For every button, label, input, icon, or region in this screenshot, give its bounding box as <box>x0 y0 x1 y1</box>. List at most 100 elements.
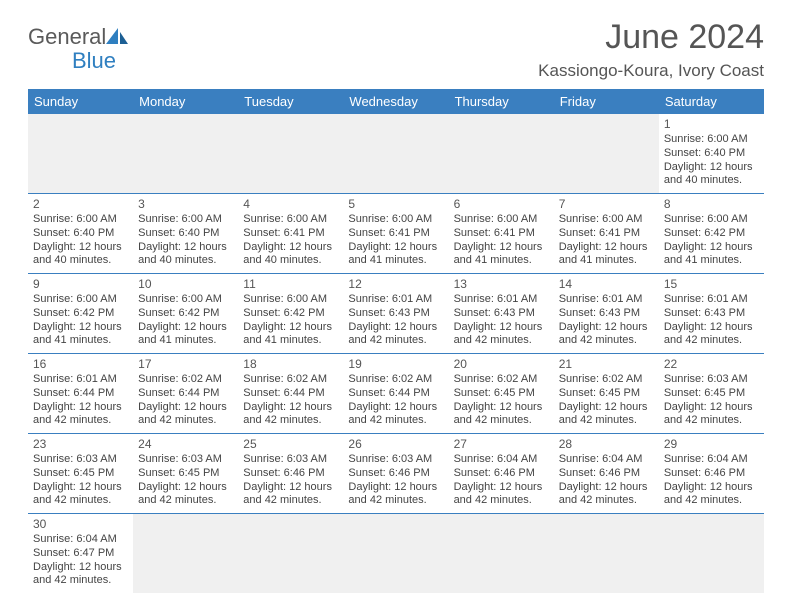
day-cell: 14Sunrise: 6:01 AMSunset: 6:43 PMDayligh… <box>554 274 659 353</box>
day-header: Tuesday <box>238 89 343 114</box>
empty-cell <box>554 114 659 193</box>
day1-text: Daylight: 12 hours <box>138 321 233 335</box>
sunset-text: Sunset: 6:43 PM <box>454 307 549 321</box>
day1-text: Daylight: 12 hours <box>664 161 759 175</box>
day1-text: Daylight: 12 hours <box>664 321 759 335</box>
day-number: 13 <box>454 277 549 292</box>
day2-text: and 42 minutes. <box>138 494 233 508</box>
day-cell: 30Sunrise: 6:04 AMSunset: 6:47 PMDayligh… <box>28 514 133 593</box>
day-header: Saturday <box>659 89 764 114</box>
day-number: 18 <box>243 357 338 372</box>
sunrise-text: Sunrise: 6:03 AM <box>33 453 128 467</box>
day-number: 7 <box>559 197 654 212</box>
day2-text: and 40 minutes. <box>138 254 233 268</box>
day2-text: and 40 minutes. <box>243 254 338 268</box>
day-cell: 28Sunrise: 6:04 AMSunset: 6:46 PMDayligh… <box>554 434 659 513</box>
empty-cell <box>238 114 343 193</box>
sunrise-text: Sunrise: 6:02 AM <box>348 373 443 387</box>
sunset-text: Sunset: 6:45 PM <box>33 467 128 481</box>
calendar-page: General June 2024 Kassiongo-Koura, Ivory… <box>0 0 792 611</box>
sunset-text: Sunset: 6:43 PM <box>559 307 654 321</box>
day-number: 30 <box>33 517 128 532</box>
sunset-text: Sunset: 6:45 PM <box>138 467 233 481</box>
day-cell: 7Sunrise: 6:00 AMSunset: 6:41 PMDaylight… <box>554 194 659 273</box>
title-block: June 2024 Kassiongo-Koura, Ivory Coast <box>538 18 764 81</box>
day-number: 8 <box>664 197 759 212</box>
sunrise-text: Sunrise: 6:01 AM <box>664 293 759 307</box>
day2-text: and 41 minutes. <box>664 254 759 268</box>
sunset-text: Sunset: 6:46 PM <box>454 467 549 481</box>
day-number: 17 <box>138 357 233 372</box>
day-cell: 20Sunrise: 6:02 AMSunset: 6:45 PMDayligh… <box>449 354 554 433</box>
day-number: 9 <box>33 277 128 292</box>
day2-text: and 42 minutes. <box>454 494 549 508</box>
day-number: 4 <box>243 197 338 212</box>
calendar-grid: SundayMondayTuesdayWednesdayThursdayFrid… <box>28 89 764 593</box>
empty-cell <box>659 514 764 593</box>
day2-text: and 42 minutes. <box>559 414 654 428</box>
day1-text: Daylight: 12 hours <box>348 321 443 335</box>
sunrise-text: Sunrise: 6:04 AM <box>559 453 654 467</box>
day-cell: 11Sunrise: 6:00 AMSunset: 6:42 PMDayligh… <box>238 274 343 353</box>
day-cell: 8Sunrise: 6:00 AMSunset: 6:42 PMDaylight… <box>659 194 764 273</box>
day-number: 15 <box>664 277 759 292</box>
sunset-text: Sunset: 6:42 PM <box>664 227 759 241</box>
day2-text: and 41 minutes. <box>454 254 549 268</box>
sunrise-text: Sunrise: 6:02 AM <box>243 373 338 387</box>
sunrise-text: Sunrise: 6:04 AM <box>454 453 549 467</box>
day-number: 1 <box>664 117 759 132</box>
sunrise-text: Sunrise: 6:00 AM <box>664 213 759 227</box>
sunrise-text: Sunrise: 6:03 AM <box>243 453 338 467</box>
day2-text: and 42 minutes. <box>664 414 759 428</box>
day2-text: and 41 minutes. <box>138 334 233 348</box>
week-row: 16Sunrise: 6:01 AMSunset: 6:44 PMDayligh… <box>28 354 764 434</box>
sunrise-text: Sunrise: 6:00 AM <box>348 213 443 227</box>
day2-text: and 42 minutes. <box>33 414 128 428</box>
day-number: 24 <box>138 437 233 452</box>
day1-text: Daylight: 12 hours <box>664 401 759 415</box>
sunrise-text: Sunrise: 6:00 AM <box>138 293 233 307</box>
day2-text: and 42 minutes. <box>559 494 654 508</box>
week-row: 1Sunrise: 6:00 AMSunset: 6:40 PMDaylight… <box>28 114 764 194</box>
day-cell: 16Sunrise: 6:01 AMSunset: 6:44 PMDayligh… <box>28 354 133 433</box>
day-number: 11 <box>243 277 338 292</box>
day1-text: Daylight: 12 hours <box>559 241 654 255</box>
day2-text: and 42 minutes. <box>454 414 549 428</box>
sunset-text: Sunset: 6:42 PM <box>138 307 233 321</box>
logo-text-general: General <box>28 24 106 50</box>
location: Kassiongo-Koura, Ivory Coast <box>538 61 764 81</box>
day-cell: 25Sunrise: 6:03 AMSunset: 6:46 PMDayligh… <box>238 434 343 513</box>
day1-text: Daylight: 12 hours <box>33 481 128 495</box>
day2-text: and 42 minutes. <box>559 334 654 348</box>
day2-text: and 42 minutes. <box>138 414 233 428</box>
day1-text: Daylight: 12 hours <box>454 481 549 495</box>
day1-text: Daylight: 12 hours <box>243 481 338 495</box>
day2-text: and 42 minutes. <box>33 574 128 588</box>
empty-cell <box>449 514 554 593</box>
day2-text: and 42 minutes. <box>664 334 759 348</box>
day-number: 3 <box>138 197 233 212</box>
empty-cell <box>343 514 448 593</box>
day1-text: Daylight: 12 hours <box>33 561 128 575</box>
day-cell: 15Sunrise: 6:01 AMSunset: 6:43 PMDayligh… <box>659 274 764 353</box>
sunset-text: Sunset: 6:40 PM <box>138 227 233 241</box>
day1-text: Daylight: 12 hours <box>348 481 443 495</box>
day-number: 6 <box>454 197 549 212</box>
day1-text: Daylight: 12 hours <box>138 481 233 495</box>
day-number: 21 <box>559 357 654 372</box>
day-cell: 4Sunrise: 6:00 AMSunset: 6:41 PMDaylight… <box>238 194 343 273</box>
day1-text: Daylight: 12 hours <box>664 241 759 255</box>
day-number: 28 <box>559 437 654 452</box>
day-number: 26 <box>348 437 443 452</box>
day2-text: and 42 minutes. <box>348 334 443 348</box>
weeks-container: 1 Sunrise: 6:00 AM Sunset: 6:40 PM Daylight… <box>28 114 764 593</box>
day-number: 16 <box>33 357 128 372</box>
sunset-text: Sunset: 6:41 PM <box>243 227 338 241</box>
day2-text: and 42 minutes. <box>454 334 549 348</box>
day-number: 10 <box>138 277 233 292</box>
header: General June 2024 Kassiongo-Koura, Ivory… <box>28 18 764 81</box>
sunset-text: Sunset: 6:45 PM <box>454 387 549 401</box>
empty-cell <box>238 514 343 593</box>
sunset-text: Sunset: 6:46 PM <box>243 467 338 481</box>
empty-cell <box>554 514 659 593</box>
